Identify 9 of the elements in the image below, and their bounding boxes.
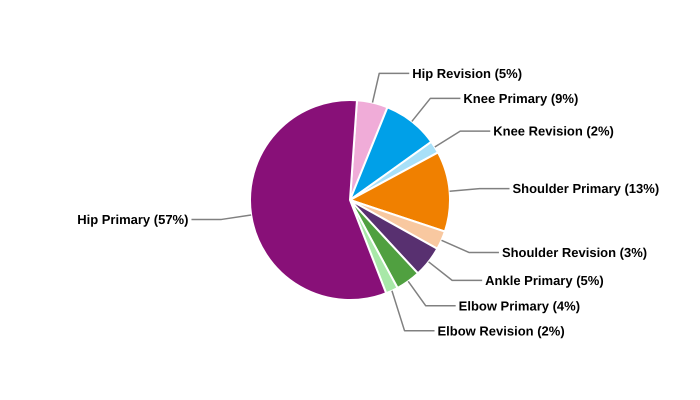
slice-label: Shoulder Revision (3%) — [502, 245, 648, 260]
slice-label: Shoulder Primary (13%) — [512, 181, 660, 196]
slice-label: Elbow Revision (2%) — [438, 323, 565, 338]
slice-label: Ankle Primary (5%) — [485, 272, 604, 288]
slice-label: Elbow Primary (4%) — [458, 298, 580, 314]
slice-label: Hip Revision (5%) — [412, 66, 522, 81]
slice-label: Knee Primary (9%) — [463, 90, 578, 106]
slice-label: Hip Primary (57%) — [77, 212, 188, 227]
slice-label: Knee Revision (2%) — [493, 124, 614, 139]
